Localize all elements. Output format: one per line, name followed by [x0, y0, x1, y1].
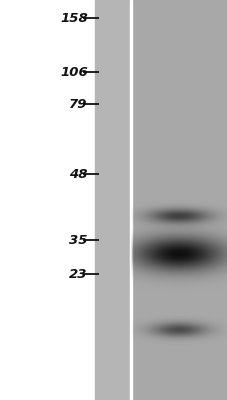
Bar [129, 0, 131, 400]
Text: 79: 79 [69, 98, 87, 110]
Text: 35: 35 [69, 234, 87, 246]
Bar [94, 0, 128, 400]
Text: 48: 48 [69, 168, 87, 180]
Text: 23: 23 [69, 268, 87, 280]
Text: 158: 158 [60, 12, 87, 24]
Bar [131, 0, 227, 400]
Text: 106: 106 [60, 66, 87, 78]
